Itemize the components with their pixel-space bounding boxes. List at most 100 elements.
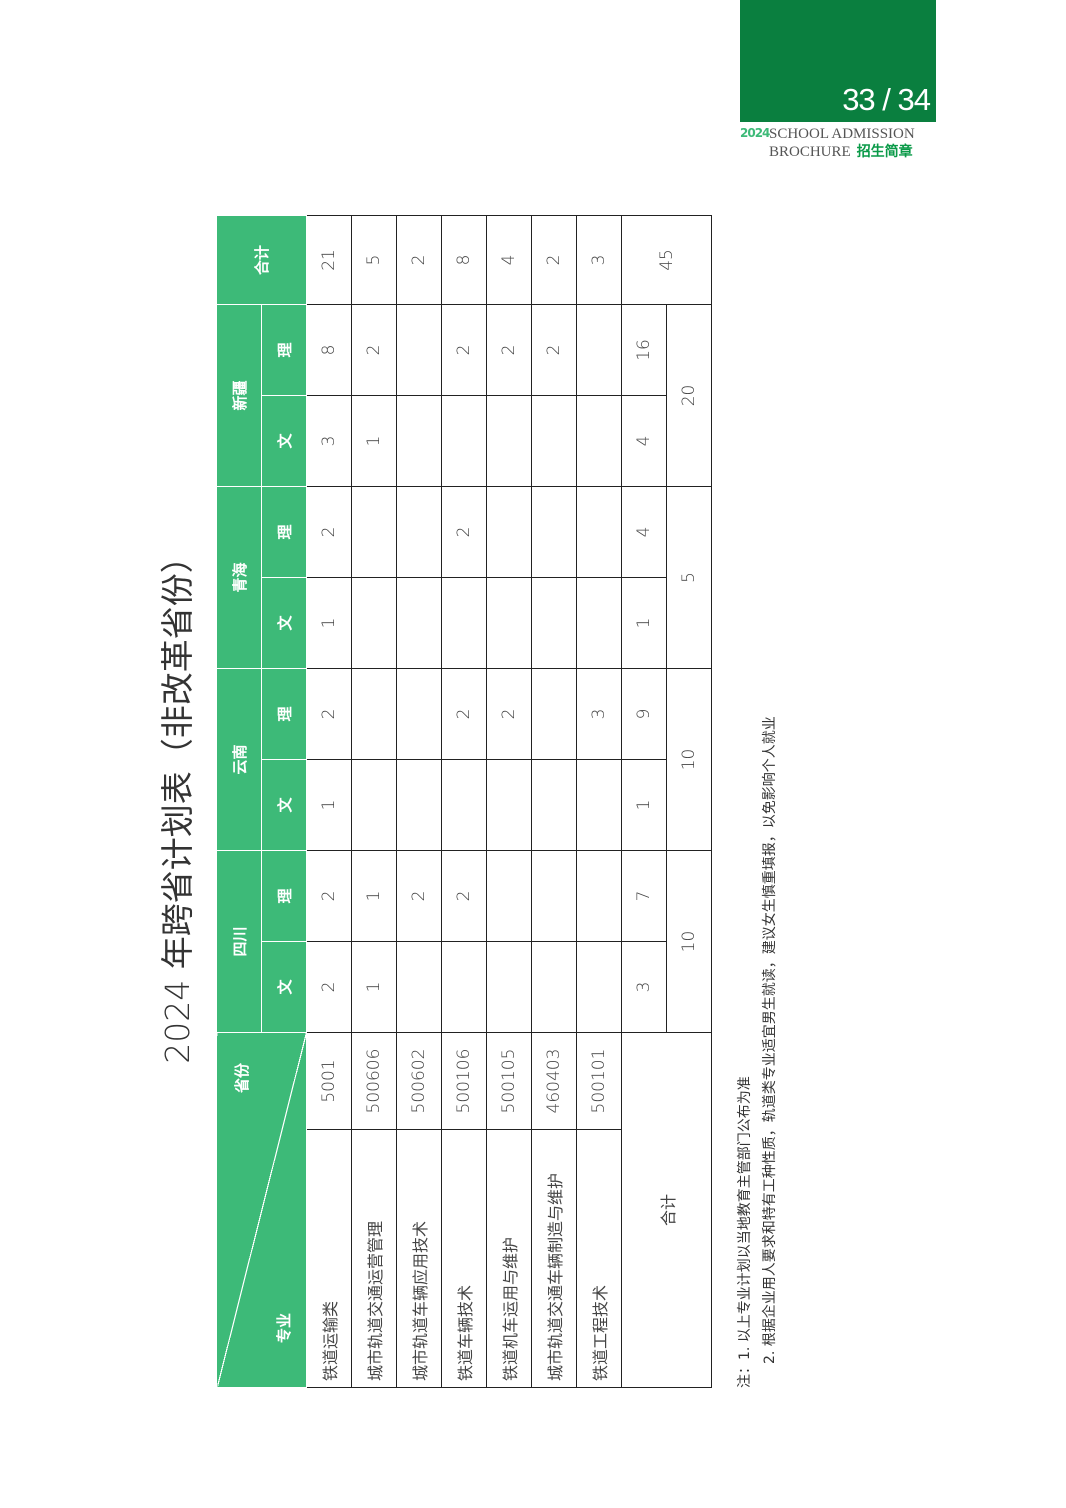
- subject-wen: 文: [261, 941, 307, 1033]
- row-total: 5: [351, 215, 397, 305]
- brand-line1: SCHOOL ADMISSION: [769, 126, 915, 142]
- quota-cell: [396, 577, 442, 669]
- corner-header: 省份 专业: [216, 1032, 307, 1388]
- row-total: 2: [396, 215, 442, 305]
- quota-cell: [486, 850, 532, 942]
- quota-cell: 2: [531, 304, 577, 396]
- quota-cell: [486, 486, 532, 578]
- notes: 注：1. 以上专业计划以当地教育主管部门公布为准 2. 根据企业用人要求和特有工…: [733, 716, 783, 1388]
- brand-line2: BROCHURE 招生简章: [769, 143, 913, 161]
- quota-cell: 2: [306, 941, 352, 1033]
- quota-cell: [441, 577, 487, 669]
- province-total: 20: [666, 304, 712, 487]
- province-sichuan: 四川: [216, 850, 262, 1033]
- page-title: 2024 年跨省计划表（非改革省份）: [158, 540, 197, 1064]
- subject-subtotal: 4: [621, 395, 667, 487]
- logo-2024: 2024: [740, 126, 770, 140]
- quota-cell: [576, 850, 622, 942]
- quota-cell: 8: [306, 304, 352, 396]
- quota-cell: 1: [306, 577, 352, 669]
- major-name: 铁道运输类: [306, 1129, 352, 1388]
- major-code: 500105: [486, 1032, 532, 1130]
- corner-major-label: 专业: [275, 1312, 293, 1343]
- brochure-brand: 2024 SCHOOL ADMISSION BROCHURE 招生简章: [740, 125, 936, 165]
- province-total: 10: [666, 668, 712, 851]
- corner-province-label: 省份: [233, 1063, 251, 1094]
- subject-li: 理: [261, 668, 307, 760]
- quota-cell: [576, 304, 622, 396]
- quota-cell: 2: [441, 304, 487, 396]
- major-code: 460403: [531, 1032, 577, 1130]
- quota-cell: [576, 486, 622, 578]
- quota-cell: [576, 941, 622, 1033]
- major-code: 500106: [441, 1032, 487, 1130]
- quota-cell: [441, 759, 487, 851]
- rotated-content: 2024 年跨省计划表（非改革省份） 省份 专业 四川 云南 青海 新疆 合计 …: [150, 215, 800, 1388]
- row-total: 21: [306, 215, 352, 305]
- total-header: 合计: [216, 215, 307, 305]
- quota-cell: 1: [306, 759, 352, 851]
- quota-cell: [396, 486, 442, 578]
- quota-cell: [486, 941, 532, 1033]
- major-code: 500606: [351, 1032, 397, 1130]
- subject-li: 理: [261, 486, 307, 578]
- quota-cell: [396, 395, 442, 487]
- quota-cell: [531, 850, 577, 942]
- quota-cell: [351, 577, 397, 669]
- subject-subtotal: 3: [621, 941, 667, 1033]
- quota-cell: [531, 577, 577, 669]
- plan-table: 省份 专业 四川 云南 青海 新疆 合计 文理文理文理文理 铁道运输类 5001 2…: [216, 215, 712, 1388]
- province-total: 10: [666, 850, 712, 1033]
- row-total: 4: [486, 215, 532, 305]
- table-row: 城市轨道交通运营管理 500606 1 1 1 2 5: [351, 215, 397, 1388]
- quota-cell: [531, 395, 577, 487]
- subject-subtotal: 16: [621, 304, 667, 396]
- subject-subtotal: 4: [621, 486, 667, 578]
- page-number: 33 / 34: [842, 82, 931, 117]
- row-total: 3: [576, 215, 622, 305]
- province-total: 5: [666, 486, 712, 669]
- major-name: 城市轨道交通车辆制造与维护: [531, 1129, 577, 1388]
- table-body: 铁道运输类 5001 2 2 1 2 1 2 3 8 21 城市轨道交通运营管理 500606 1 1 1 2 5…: [306, 215, 712, 1388]
- quota-cell: 3: [306, 395, 352, 487]
- table-row: 铁道运输类 5001 2 2 1 2 1 2 3 8 21: [306, 215, 352, 1388]
- table-row: 铁道车辆技术 500106 2 2 2 2 8: [441, 215, 487, 1388]
- quota-cell: [396, 668, 442, 760]
- quota-cell: 2: [441, 486, 487, 578]
- quota-cell: [396, 759, 442, 851]
- major-name: 城市轨道车辆应用技术: [396, 1129, 442, 1388]
- quota-cell: 2: [306, 668, 352, 760]
- subject-wen: 文: [261, 395, 307, 487]
- quota-cell: [486, 395, 532, 487]
- quota-cell: [531, 668, 577, 760]
- quota-cell: [531, 759, 577, 851]
- quota-cell: [351, 759, 397, 851]
- major-code: 500101: [576, 1032, 622, 1130]
- table-row: 城市轨道车辆应用技术 500602 2 2: [396, 215, 442, 1388]
- quota-cell: 2: [441, 850, 487, 942]
- subject-subtotal: 1: [621, 577, 667, 669]
- major-name: 铁道车辆技术: [441, 1129, 487, 1388]
- major-name: 城市轨道交通运营管理: [351, 1129, 397, 1388]
- brand-line2-en: BROCHURE: [769, 144, 851, 160]
- quota-cell: [576, 395, 622, 487]
- major-name: 铁道工程技术: [576, 1129, 622, 1388]
- quota-cell: [576, 759, 622, 851]
- province-xinjiang: 新疆: [216, 304, 262, 487]
- quota-cell: 1: [351, 850, 397, 942]
- quota-cell: 2: [441, 668, 487, 760]
- header-row-provinces: 省份 专业 四川 云南 青海 新疆 合计: [216, 215, 307, 1388]
- total-row-subjects: 合计 3 7 1 9 1 4 4 16 45: [621, 215, 712, 1388]
- page-banner: 33 / 34: [740, 0, 936, 122]
- quota-cell: [531, 486, 577, 578]
- major-code: 5001: [306, 1032, 352, 1130]
- province-qinghai: 青海: [216, 486, 262, 669]
- total-label: 合计: [621, 1032, 712, 1388]
- quota-cell: 2: [486, 304, 532, 396]
- quota-cell: [441, 395, 487, 487]
- subject-li: 理: [261, 304, 307, 396]
- subject-wen: 文: [261, 577, 307, 669]
- quota-cell: 2: [486, 668, 532, 760]
- quota-cell: [486, 577, 532, 669]
- quota-cell: 2: [351, 304, 397, 396]
